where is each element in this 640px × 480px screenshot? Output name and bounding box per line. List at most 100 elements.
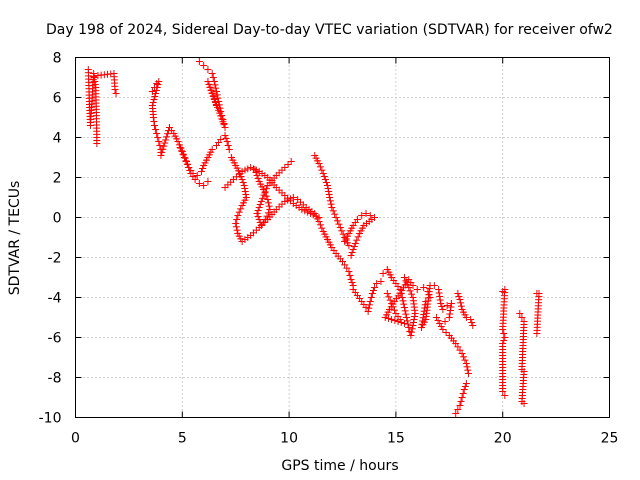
data-point	[298, 206, 306, 213]
data-point	[225, 146, 233, 153]
data-point	[366, 298, 374, 305]
data-point	[345, 242, 353, 249]
data-point	[195, 58, 203, 65]
data-point	[238, 176, 246, 183]
data-point	[164, 130, 172, 138]
y-tick-label: -8	[48, 371, 62, 387]
data-point	[400, 320, 408, 327]
data-point	[183, 160, 191, 168]
data-point	[457, 302, 465, 310]
data-point	[254, 175, 262, 182]
data-point	[435, 289, 443, 297]
data-point	[193, 172, 201, 179]
data-point	[500, 337, 508, 344]
data-point	[364, 308, 372, 315]
data-point	[212, 84, 220, 92]
data-point	[253, 210, 261, 217]
data-point	[533, 330, 541, 337]
data-point	[158, 148, 166, 156]
data-point	[501, 392, 509, 399]
data-point	[409, 282, 417, 289]
data-point	[162, 136, 170, 144]
data-point	[150, 96, 158, 103]
data-point	[261, 188, 269, 196]
data-point	[159, 145, 167, 153]
data-point	[402, 277, 410, 285]
data-point	[199, 165, 207, 172]
data-point	[301, 207, 309, 215]
data-point	[438, 303, 446, 310]
data-point	[178, 147, 186, 155]
data-point	[281, 164, 289, 171]
data-point	[208, 146, 216, 153]
data-point	[362, 210, 370, 217]
data-point	[219, 118, 227, 126]
data-point	[468, 319, 476, 326]
data-point	[367, 294, 375, 301]
data-point	[409, 294, 417, 301]
data-point	[400, 300, 408, 308]
data-point	[336, 224, 344, 231]
data-point	[456, 296, 464, 303]
data-point	[408, 328, 416, 336]
data-point	[368, 290, 376, 297]
data-point	[457, 398, 465, 405]
data-point	[241, 166, 249, 174]
data-point	[462, 380, 470, 387]
data-point	[155, 138, 163, 145]
data-point	[90, 70, 98, 77]
data-point	[327, 200, 335, 208]
data-point	[149, 114, 157, 121]
data-point	[332, 214, 340, 221]
data-point	[152, 126, 160, 133]
data-point	[446, 307, 454, 314]
data-point	[377, 278, 385, 285]
data-point	[322, 179, 330, 186]
data-point	[516, 310, 524, 317]
data-point	[400, 274, 408, 281]
data-point	[464, 366, 472, 374]
data-point	[208, 90, 216, 97]
x-tick-label: 15	[387, 431, 405, 447]
data-point	[287, 158, 295, 165]
data-points	[84, 58, 543, 417]
data-point	[326, 197, 334, 205]
data-point	[388, 316, 396, 323]
data-point	[400, 304, 408, 311]
data-point	[446, 310, 454, 318]
data-point	[435, 286, 443, 293]
data-point	[399, 297, 407, 305]
data-point	[420, 284, 428, 291]
data-point	[386, 296, 394, 304]
data-point	[233, 226, 241, 234]
data-point	[163, 133, 171, 141]
data-point	[500, 330, 508, 337]
data-point	[405, 324, 413, 331]
data-point	[410, 319, 418, 326]
data-point	[204, 66, 212, 73]
data-point	[257, 198, 265, 205]
data-point	[254, 207, 262, 214]
data-point	[154, 81, 162, 88]
data-point	[383, 290, 391, 297]
data-point	[242, 191, 250, 198]
data-point	[91, 78, 99, 85]
y-tick-label: -2	[48, 251, 62, 267]
data-point	[461, 356, 469, 364]
data-point	[411, 313, 419, 320]
data-point	[238, 168, 246, 175]
data-point	[284, 161, 292, 168]
data-point	[256, 219, 264, 226]
data-point	[326, 194, 334, 201]
data-point	[319, 170, 327, 177]
data-point	[518, 314, 526, 321]
data-point	[215, 106, 223, 114]
data-point	[398, 294, 406, 301]
data-point	[454, 290, 462, 297]
data-point	[409, 322, 417, 329]
data-point	[237, 205, 245, 213]
data-point	[406, 287, 414, 295]
data-point	[182, 157, 190, 165]
data-point	[208, 70, 216, 77]
data-point	[157, 152, 165, 159]
